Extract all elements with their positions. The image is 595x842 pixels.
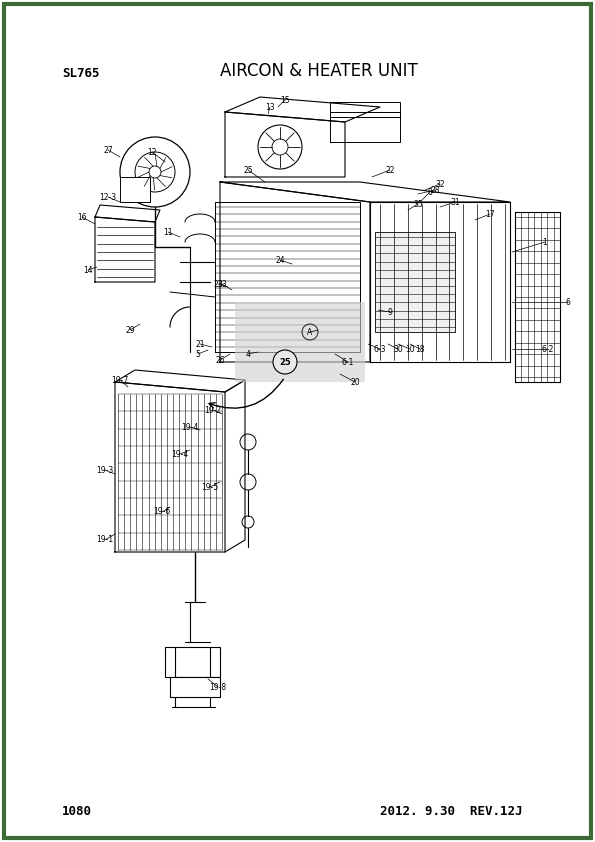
Text: 29: 29 — [125, 326, 135, 334]
Text: A: A — [308, 328, 312, 337]
Text: 16: 16 — [77, 212, 87, 221]
Text: 24: 24 — [275, 255, 285, 264]
Circle shape — [258, 125, 302, 169]
Text: 12-3: 12-3 — [99, 193, 117, 201]
Text: AIRCON & HEATER UNIT: AIRCON & HEATER UNIT — [220, 62, 418, 80]
Text: 32: 32 — [435, 179, 445, 189]
Text: 19-6: 19-6 — [154, 508, 171, 516]
Text: 19-5: 19-5 — [201, 482, 218, 492]
Bar — [375, 232, 455, 332]
Text: 19-3: 19-3 — [96, 466, 114, 475]
Text: 9: 9 — [387, 307, 393, 317]
Text: 19-7: 19-7 — [111, 376, 129, 385]
Circle shape — [149, 166, 161, 178]
Text: 19-4: 19-4 — [181, 423, 199, 431]
Text: 4: 4 — [246, 349, 250, 359]
Bar — [330, 102, 400, 117]
Text: 21: 21 — [195, 339, 205, 349]
Text: 19-8: 19-8 — [209, 683, 227, 691]
Bar — [120, 177, 150, 202]
Text: 33: 33 — [217, 280, 227, 289]
Text: 6: 6 — [566, 297, 571, 306]
Circle shape — [240, 474, 256, 490]
Text: 25: 25 — [279, 358, 291, 366]
Text: 31: 31 — [450, 198, 460, 206]
Text: 22: 22 — [385, 166, 394, 174]
Text: 1: 1 — [543, 237, 547, 247]
Text: 23: 23 — [213, 280, 223, 289]
Circle shape — [242, 516, 254, 528]
Bar — [235, 302, 365, 382]
Circle shape — [135, 152, 175, 192]
Text: 13: 13 — [265, 103, 275, 111]
Bar — [165, 647, 220, 677]
Text: 19-4: 19-4 — [171, 450, 189, 459]
Text: 18: 18 — [415, 344, 425, 354]
Text: 15: 15 — [280, 95, 290, 104]
Text: SL765: SL765 — [62, 67, 99, 80]
Text: 19-2: 19-2 — [205, 406, 221, 414]
Text: 17: 17 — [485, 210, 495, 219]
Circle shape — [120, 137, 190, 207]
Text: 27: 27 — [103, 146, 113, 154]
Text: 11: 11 — [163, 227, 173, 237]
Text: 8: 8 — [428, 188, 433, 196]
Text: 30: 30 — [393, 344, 403, 354]
Circle shape — [272, 139, 288, 155]
Text: 2012. 9.30  REV.12J: 2012. 9.30 REV.12J — [380, 805, 522, 818]
Circle shape — [273, 350, 297, 374]
Text: 19-1: 19-1 — [96, 536, 114, 545]
Text: 14: 14 — [83, 265, 93, 274]
Text: 25: 25 — [243, 166, 253, 174]
Text: 26: 26 — [215, 355, 225, 365]
Text: 12: 12 — [147, 147, 156, 157]
Text: 5: 5 — [196, 349, 201, 359]
Bar — [170, 677, 220, 697]
Text: 35: 35 — [413, 200, 423, 209]
Circle shape — [240, 434, 256, 450]
Text: 6-1: 6-1 — [342, 358, 354, 366]
Text: 6-3: 6-3 — [374, 344, 386, 354]
Text: 6-2: 6-2 — [542, 344, 554, 354]
Text: 10: 10 — [405, 344, 415, 354]
Text: 1080: 1080 — [62, 805, 92, 818]
Text: 20: 20 — [350, 377, 360, 386]
Text: 28: 28 — [430, 185, 440, 195]
